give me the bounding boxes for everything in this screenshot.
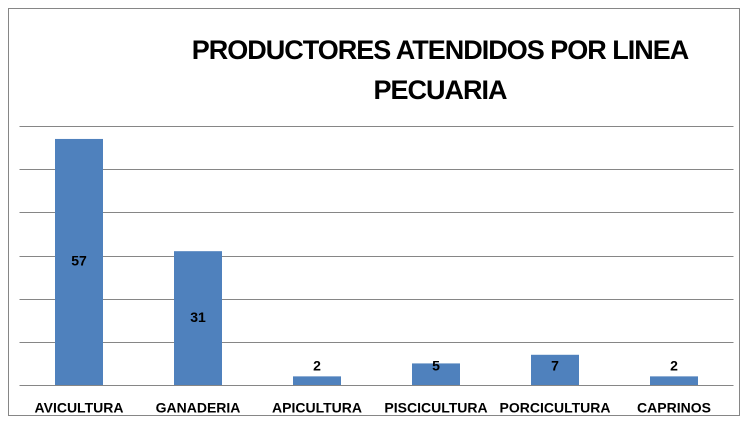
bar [174, 251, 222, 385]
x-tick-label: AVICULTURA [35, 400, 124, 416]
data-label: 2 [313, 358, 321, 374]
data-label: 31 [190, 309, 206, 325]
bar [412, 363, 460, 385]
data-label: 2 [670, 358, 678, 374]
bar [55, 138, 103, 385]
x-tick-label: CAPRINOS [637, 400, 711, 416]
bar [531, 354, 579, 385]
x-tick-label: APICULTURA [272, 400, 362, 416]
data-label: 7 [551, 358, 559, 374]
x-tick-label: GANADERIA [156, 400, 241, 416]
chart-title: PRODUCTORES ATENDIDOS POR LINEA PECUARIA [191, 35, 690, 105]
bar [650, 376, 698, 385]
x-tick-label: PISCICULTURA [384, 400, 487, 416]
bar [293, 376, 341, 385]
x-tick-label: PORCICULTURA [500, 400, 611, 416]
chart-border [8, 8, 740, 416]
data-label: 5 [432, 358, 440, 374]
data-label: 57 [71, 253, 87, 269]
